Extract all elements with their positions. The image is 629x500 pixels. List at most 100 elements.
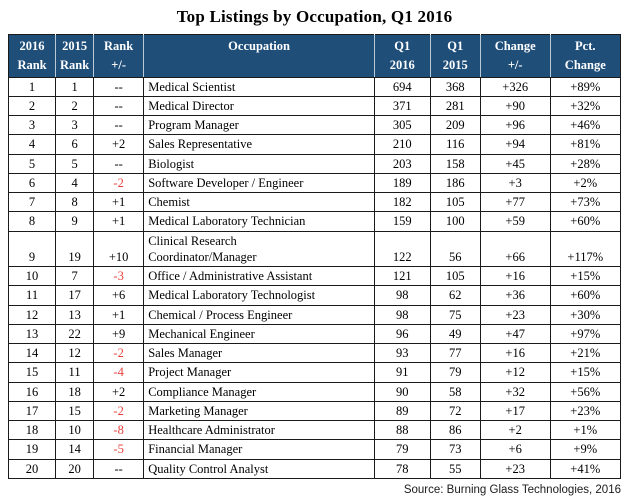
cell-occupation: Medical Director xyxy=(143,95,375,117)
cell-rank-change: -- xyxy=(93,95,145,117)
cell-q1-2016: 79 xyxy=(373,439,431,460)
cell-rank-change: -2 xyxy=(93,172,145,194)
cell-rank-change: +9 xyxy=(93,323,145,345)
cell-pct-change: +15% xyxy=(549,362,622,383)
cell-q1-2015: 77 xyxy=(429,342,481,364)
cell-change: +326 xyxy=(479,76,551,97)
cell-pct-change: +56% xyxy=(549,381,622,402)
cell-q1-2015: 58 xyxy=(429,381,481,402)
cell-q1-2016: 189 xyxy=(373,172,431,194)
cell-rank-change: +1 xyxy=(93,211,145,232)
cell-change: +16 xyxy=(479,342,551,364)
cell-rank-2015: 12 xyxy=(55,342,95,364)
cell-change: +32 xyxy=(479,381,551,402)
table-row: 14 12 -2 Sales Manager 93 77 +16 +21% xyxy=(7,342,622,364)
table-row: 18 10 -8 Healthcare Administrator 88 86 +2 +1% xyxy=(7,419,622,441)
table-row: 9 19 +10 Clinical Research Coordinator/Mana… xyxy=(7,230,622,267)
cell-change: +94 xyxy=(479,134,551,155)
column-header-rank-2015: 2015 Rank xyxy=(55,34,95,78)
cell-rank-2016: 5 xyxy=(7,153,57,174)
cell-occupation: Biologist xyxy=(143,153,375,174)
cell-change: +23 xyxy=(479,304,551,325)
cell-pct-change: +97% xyxy=(549,323,622,345)
cell-rank-2015: 13 xyxy=(55,304,95,325)
header-line2: Rank xyxy=(59,57,90,72)
cell-q1-2016: 694 xyxy=(373,76,431,97)
cell-change: +96 xyxy=(479,114,551,136)
header-line1: Pct. xyxy=(575,39,596,53)
cell-q1-2016: 91 xyxy=(373,362,431,383)
column-header-pct-change: Pct. Change xyxy=(550,34,622,78)
cell-q1-2016: 96 xyxy=(373,323,431,345)
cell-rank-2016: 4 xyxy=(7,134,57,155)
cell-rank-2016: 12 xyxy=(7,304,57,325)
cell-q1-2015: 100 xyxy=(429,211,481,232)
cell-q1-2016: 182 xyxy=(373,191,431,213)
cell-occupation: Compliance Manager xyxy=(143,381,375,402)
cell-pct-change: +117% xyxy=(549,230,622,267)
column-header-q1-2016: Q1 2016 xyxy=(374,34,431,78)
header-line1: 2015 xyxy=(62,39,88,53)
cell-rank-change: +2 xyxy=(93,381,145,402)
cell-q1-2016: 371 xyxy=(373,95,431,117)
table-row: 8 9 +1 Medical Laboratory Technician 159 100 +… xyxy=(7,211,622,232)
cell-occupation: Chemist xyxy=(143,191,375,213)
cell-rank-2015: 15 xyxy=(55,400,95,422)
cell-rank-change: -- xyxy=(93,458,145,479)
cell-rank-2015: 20 xyxy=(55,458,95,479)
cell-q1-2016: 98 xyxy=(373,304,431,325)
cell-occupation: Chemical / Process Engineer xyxy=(143,304,375,325)
cell-rank-2016: 11 xyxy=(7,285,57,306)
header-line2: 2015 xyxy=(442,57,468,72)
cell-pct-change: +81% xyxy=(549,134,622,155)
cell-change: +77 xyxy=(479,191,551,213)
column-header-rank-2016: 2016 Rank xyxy=(8,34,57,78)
cell-q1-2015: 72 xyxy=(429,400,481,422)
cell-q1-2016: 93 xyxy=(373,342,431,364)
cell-rank-change: +10 xyxy=(93,230,145,267)
cell-rank-change: -- xyxy=(93,153,145,174)
header-line1: Occupation xyxy=(228,39,290,53)
cell-pct-change: +89% xyxy=(549,76,622,97)
cell-q1-2015: 209 xyxy=(429,114,481,136)
cell-q1-2015: 75 xyxy=(429,304,481,325)
table-row: 16 18 +2 Compliance Manager 90 58 +32 +56% xyxy=(7,381,622,402)
table-row: 15 11 -4 Project Manager 91 79 +12 +15% xyxy=(7,362,622,383)
cell-pct-change: +28% xyxy=(549,153,622,174)
cell-pct-change: +41% xyxy=(549,458,622,479)
cell-occupation: Medical Laboratory Technician xyxy=(143,211,375,232)
source-attribution: Source: Burning Glass Technologies, 2016 xyxy=(403,483,621,496)
cell-occupation: Financial Manager xyxy=(143,439,375,460)
cell-rank-change: -5 xyxy=(93,439,145,460)
cell-pct-change: +73% xyxy=(549,191,622,213)
cell-rank-2016: 16 xyxy=(7,381,57,402)
cell-occupation: Sales Representative xyxy=(143,134,375,155)
column-header-occupation: Occupation xyxy=(143,34,375,78)
cell-occupation: Marketing Manager xyxy=(143,400,375,422)
cell-q1-2015: 105 xyxy=(429,265,481,287)
cell-rank-2016: 19 xyxy=(7,439,57,460)
cell-rank-2016: 2 xyxy=(7,95,57,117)
cell-occupation: Program Manager xyxy=(143,114,375,136)
cell-occupation: Office / Administrative Assistant xyxy=(143,265,375,287)
cell-rank-2016: 6 xyxy=(7,172,57,194)
cell-rank-2016: 10 xyxy=(7,265,57,287)
cell-pct-change: +2% xyxy=(549,172,622,194)
column-header-change: Change +/- xyxy=(480,34,551,78)
cell-q1-2016: 210 xyxy=(373,134,431,155)
table-row: 4 6 +2 Sales Representative 210 116 +94 +81% xyxy=(7,134,622,155)
cell-change: +17 xyxy=(479,400,551,422)
cell-rank-2016: 17 xyxy=(7,400,57,422)
cell-rank-change: -- xyxy=(93,114,145,136)
cell-pct-change: +32% xyxy=(549,95,622,117)
cell-pct-change: +46% xyxy=(549,114,622,136)
table-row: 19 14 -5 Financial Manager 79 73 +6 +9% xyxy=(7,439,622,460)
cell-rank-change: -8 xyxy=(93,419,145,441)
cell-occupation: Medical Scientist xyxy=(143,76,375,97)
cell-rank-2015: 1 xyxy=(55,76,95,97)
cell-pct-change: +15% xyxy=(549,265,622,287)
cell-rank-change: -- xyxy=(93,76,145,97)
column-header-rank-change: Rank +/- xyxy=(93,34,145,78)
cell-occupation: Sales Manager xyxy=(143,342,375,364)
